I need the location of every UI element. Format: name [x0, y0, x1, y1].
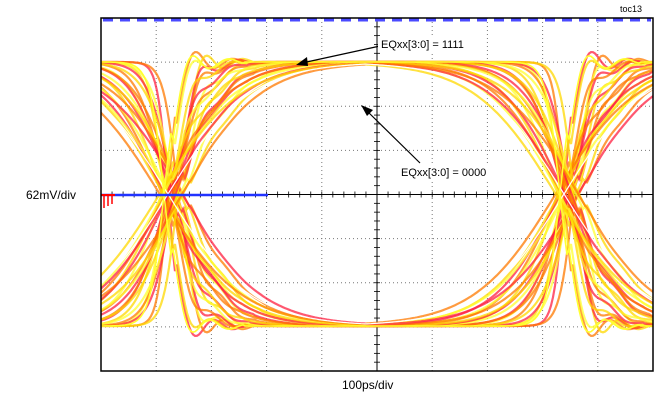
eye-trace-fast — [101, 55, 653, 333]
annotation-eq-0000-label: EQxx[3:0] = 0000 — [401, 167, 486, 179]
annotation-eq-1111: EQxx[3:0] = 1111 — [296, 36, 476, 66]
eye-trace-fast — [101, 55, 653, 333]
eye-trace-edge — [101, 63, 653, 300]
ground-marker-icon — [101, 194, 115, 208]
annotation-eq-1111-label: EQxx[3:0] = 1111 — [381, 39, 464, 51]
arrowhead-icon — [296, 57, 308, 66]
figure-id-label: toc13 — [620, 4, 643, 14]
eye-traces — [101, 50, 653, 338]
annotation-eq-0000: EQxx[3:0] = 0000 — [361, 105, 504, 180]
arrowhead-icon — [361, 105, 373, 116]
y-axis-scale-label: 62mV/div — [26, 188, 77, 202]
scope-markers — [101, 18, 651, 208]
annotations: EQxx[3:0] = 1111 EQxx[3:0] = 0000 — [296, 36, 504, 180]
eye-trace — [101, 62, 653, 298]
screen-border — [100, 17, 654, 372]
x-axis-scale-label: 100ps/div — [342, 378, 394, 392]
eye-trace-edge — [101, 88, 653, 325]
